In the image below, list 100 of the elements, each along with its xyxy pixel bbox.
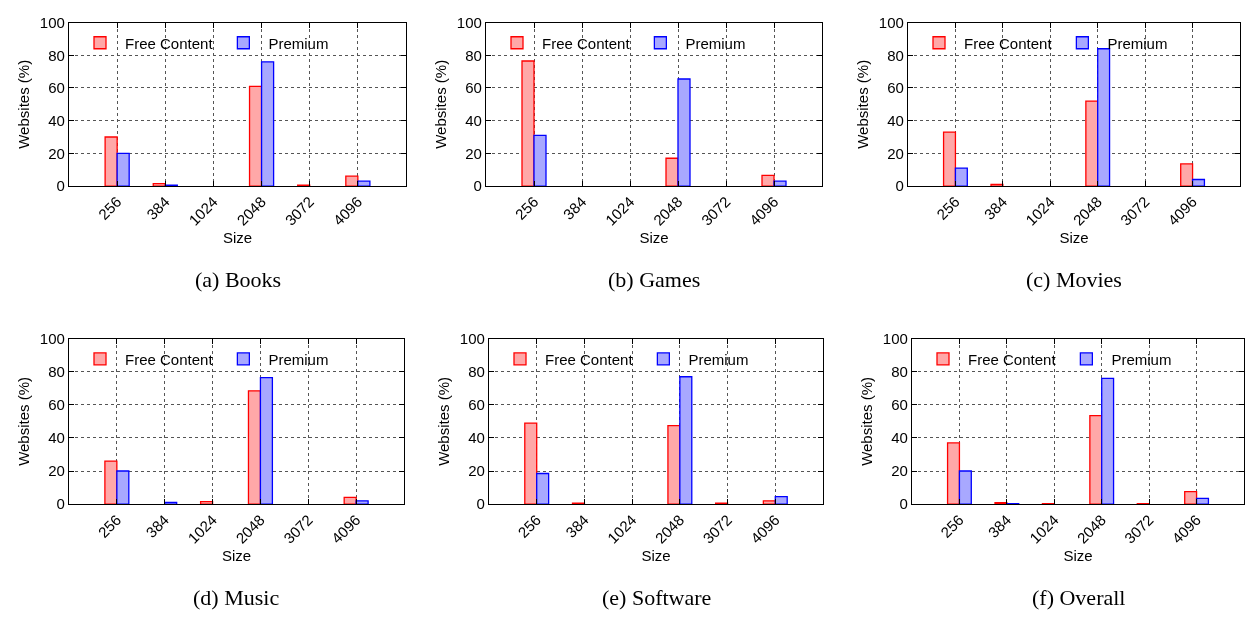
bar xyxy=(679,376,693,505)
y-axis-title: Websites (%) xyxy=(15,59,33,149)
bar xyxy=(1180,163,1194,187)
y-tick-label: 20 xyxy=(887,144,904,162)
text: (d) Music xyxy=(193,585,280,610)
bar xyxy=(104,460,118,505)
bar xyxy=(260,61,275,187)
y-tick-label: 60 xyxy=(891,396,908,414)
bar xyxy=(1089,414,1103,505)
bar xyxy=(1191,178,1206,187)
bar xyxy=(521,60,535,187)
y-tick-label: 40 xyxy=(465,111,482,129)
y-tick-label: 100 xyxy=(882,329,908,347)
text: (a) Books xyxy=(195,267,282,292)
y-tick-label: 60 xyxy=(48,396,65,414)
y-axis-title: Websites (%) xyxy=(15,376,33,466)
legend-label: Free Content xyxy=(125,350,214,368)
y-tick-label: 20 xyxy=(48,144,65,162)
text: (f) Overall xyxy=(1032,585,1126,610)
bar xyxy=(345,175,359,187)
bar xyxy=(1097,48,1111,187)
legend-label: Premium xyxy=(1111,350,1172,368)
legend-label: Premium xyxy=(685,34,746,52)
legend-label: Premium xyxy=(688,350,749,368)
x-axis-title: Size xyxy=(1059,228,1089,246)
x-tick-label: 384 xyxy=(984,511,1015,541)
bar xyxy=(946,442,961,505)
y-tick-label: 60 xyxy=(468,396,485,414)
y-tick-label: 0 xyxy=(895,177,904,195)
y-axis-title: Websites (%) xyxy=(854,59,872,149)
y-tick-label: 0 xyxy=(56,177,65,195)
y-axis-title: Websites (%) xyxy=(432,59,450,149)
x-tick-label: 256 xyxy=(933,193,963,223)
y-tick-label: 80 xyxy=(468,363,485,381)
y-tick-label: 40 xyxy=(468,429,485,447)
bar xyxy=(259,376,274,505)
y-tick-label: 80 xyxy=(465,46,482,64)
y-axis-title: Websites (%) xyxy=(435,376,453,466)
bar xyxy=(104,136,118,187)
y-tick-label: 40 xyxy=(48,429,65,447)
x-tick-label: 256 xyxy=(937,511,967,541)
x-tick-label: 256 xyxy=(94,511,125,541)
x-tick-label: 256 xyxy=(511,193,542,223)
y-tick-label: 20 xyxy=(48,462,65,480)
y-tick-label: 100 xyxy=(39,13,65,31)
bar xyxy=(199,500,214,505)
y-tick-label: 60 xyxy=(887,79,904,97)
bar xyxy=(116,470,130,505)
x-tick-label: 256 xyxy=(94,193,125,223)
y-tick-label: 20 xyxy=(465,144,482,162)
y-tick-label: 100 xyxy=(459,329,485,347)
bar xyxy=(773,180,787,187)
text: (b) Games xyxy=(608,267,701,292)
y-tick-label: 40 xyxy=(48,111,65,129)
bar xyxy=(355,500,369,505)
bar xyxy=(536,472,550,505)
x-axis-title: Size xyxy=(641,546,671,564)
bar xyxy=(524,422,538,505)
x-tick-label: 256 xyxy=(514,511,545,541)
x-axis-title: Size xyxy=(639,228,669,246)
bar xyxy=(1101,377,1115,505)
bar xyxy=(761,174,775,187)
bar xyxy=(958,470,972,505)
bar xyxy=(1085,100,1099,187)
bar xyxy=(954,167,968,187)
y-axis-title: Websites (%) xyxy=(858,376,876,466)
y-tick-label: 40 xyxy=(887,111,904,129)
x-tick-label: 384 xyxy=(562,511,592,541)
legend-label: Free Content xyxy=(125,34,214,52)
y-tick-label: 100 xyxy=(39,329,65,347)
x-tick-label: 384 xyxy=(142,193,173,223)
x-axis-title: Size xyxy=(1063,546,1093,564)
text: (c) Movies xyxy=(1026,267,1122,292)
y-tick-label: 0 xyxy=(56,495,65,513)
y-tick-label: 0 xyxy=(476,495,485,513)
bar xyxy=(533,134,547,187)
text: (e) Software xyxy=(602,585,712,610)
legend-label: Premium xyxy=(268,34,329,52)
bar xyxy=(762,500,776,505)
x-tick-label: 384 xyxy=(142,511,173,541)
y-tick-label: 0 xyxy=(899,495,908,513)
y-tick-label: 80 xyxy=(48,363,65,381)
x-tick-label: 384 xyxy=(980,193,1011,223)
legend-label: Free Content xyxy=(542,34,631,52)
bar xyxy=(942,131,957,187)
y-tick-label: 60 xyxy=(48,79,65,97)
y-tick-label: 100 xyxy=(456,13,482,31)
x-tick-label: 384 xyxy=(559,193,590,223)
y-tick-label: 100 xyxy=(878,13,904,31)
legend-label: Free Content xyxy=(964,34,1053,52)
bar xyxy=(152,182,166,187)
bar xyxy=(677,78,691,187)
bar xyxy=(774,495,788,505)
bar xyxy=(247,390,262,505)
y-tick-label: 60 xyxy=(465,79,482,97)
bar xyxy=(248,85,263,187)
legend-label: Free Content xyxy=(968,350,1057,368)
bar xyxy=(667,424,681,505)
x-axis-title: Size xyxy=(221,546,252,564)
bar xyxy=(357,180,371,187)
